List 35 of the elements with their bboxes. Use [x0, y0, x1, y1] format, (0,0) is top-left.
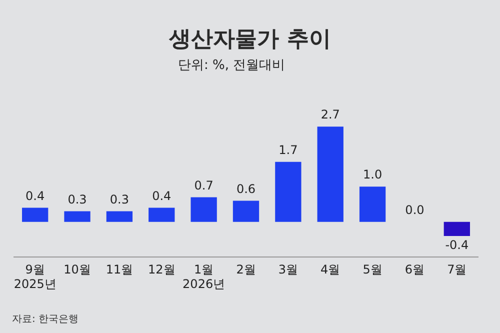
data-label: 1.0 [363, 168, 382, 182]
x-tick-label: 11월 [106, 262, 134, 277]
data-label: 0.7 [194, 178, 214, 192]
chart-title: 생산자물가 추이 [168, 26, 332, 54]
x-tick-label: 9월 2025년 [14, 262, 56, 291]
x-tick-label: 1월 2026년 [182, 262, 226, 291]
data-label: 0.6 [236, 182, 256, 196]
data-label: 0.3 [68, 192, 87, 206]
text: 자료: 한국은행 [12, 313, 79, 326]
bar [64, 211, 90, 222]
data-label: 1.7 [278, 143, 298, 158]
x-tick-label: 3월 [278, 262, 298, 277]
data-label: -0.4 [445, 238, 469, 252]
bar [275, 162, 302, 222]
data-label: 2.7 [320, 108, 340, 122]
bar [22, 208, 48, 222]
bar [359, 186, 386, 222]
bar [317, 126, 344, 222]
data-label: 0.0 [405, 203, 424, 218]
data-label: 0.4 [26, 188, 45, 203]
bar [190, 197, 217, 222]
x-tick-label: 6월 [404, 262, 425, 277]
bar [106, 211, 133, 222]
x-tick-label: 10월 [64, 262, 91, 277]
data-label: 0.3 [110, 192, 129, 206]
bar [444, 222, 470, 236]
data-label: 0.4 [152, 188, 172, 203]
bar [148, 208, 175, 222]
bar [232, 200, 260, 222]
x-tick-label: 2월 [236, 262, 256, 277]
x-tick-label: 7월 [447, 262, 467, 277]
x-tick-label: 5월 [362, 262, 382, 277]
chart-subtitle: 단위: %, 전월대비 [178, 57, 286, 74]
x-tick-label: 12월 [148, 262, 176, 277]
x-tick-label: 4월 [320, 262, 340, 277]
